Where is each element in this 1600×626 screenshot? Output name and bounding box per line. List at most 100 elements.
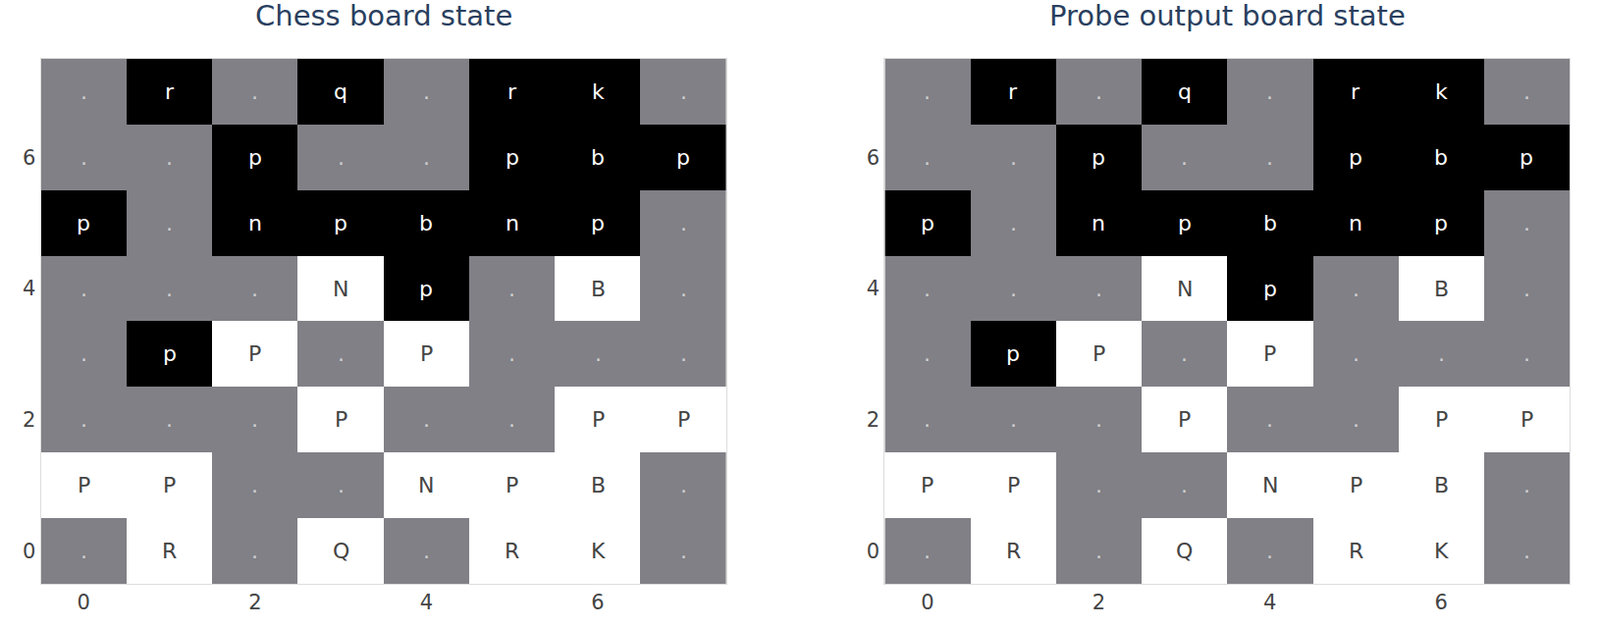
svg-text:.: .	[80, 145, 88, 170]
svg-text:6: 6	[866, 146, 880, 170]
svg-text:P: P	[334, 407, 348, 432]
svg-text:r: r	[1008, 79, 1018, 105]
svg-text:b: b	[590, 145, 605, 170]
svg-text:K: K	[1434, 538, 1449, 564]
svg-text:.: .	[423, 145, 430, 170]
svg-text:.: .	[165, 145, 173, 170]
svg-text:.: .	[423, 407, 430, 432]
svg-text:.: .	[80, 407, 88, 432]
svg-text:P: P	[420, 341, 433, 367]
svg-text:.: .	[680, 341, 688, 367]
svg-text:r: r	[1350, 79, 1361, 105]
svg-text:.: .	[1095, 538, 1103, 564]
svg-text:b: b	[1434, 145, 1448, 170]
svg-text:Probe output board state: Probe output board state	[1049, 0, 1406, 33]
svg-text:.: .	[1180, 473, 1188, 498]
svg-text:.: .	[80, 79, 88, 105]
svg-text:p: p	[1434, 211, 1448, 236]
svg-text:p: p	[419, 276, 433, 302]
svg-text:N: N	[1176, 276, 1193, 302]
svg-text:.: .	[923, 341, 931, 367]
svg-text:q: q	[333, 79, 348, 105]
svg-text:P: P	[591, 407, 605, 432]
svg-text:.: .	[1266, 407, 1274, 432]
svg-text:B: B	[1434, 473, 1449, 498]
svg-text:.: .	[923, 145, 931, 170]
svg-text:0: 0	[77, 590, 91, 615]
svg-text:P: P	[1435, 407, 1448, 432]
svg-text:.: .	[337, 473, 345, 498]
svg-text:.: .	[1095, 407, 1103, 432]
svg-text:P: P	[1349, 473, 1363, 498]
svg-text:.: .	[165, 276, 173, 302]
svg-text:n: n	[248, 211, 263, 236]
svg-text:4: 4	[22, 276, 36, 301]
svg-text:P: P	[677, 407, 691, 432]
svg-text:p: p	[590, 211, 605, 236]
svg-text:.: .	[1266, 79, 1274, 105]
svg-text:.: .	[337, 341, 345, 367]
svg-text:6: 6	[1435, 590, 1448, 615]
svg-text:P: P	[1177, 407, 1191, 432]
svg-text:P: P	[1263, 341, 1277, 367]
svg-text:4: 4	[866, 276, 880, 301]
svg-text:P: P	[1520, 407, 1534, 432]
svg-text:P: P	[920, 473, 934, 498]
svg-text:Q: Q	[332, 538, 350, 564]
svg-text:n: n	[1348, 211, 1363, 236]
svg-text:6: 6	[22, 146, 36, 170]
svg-text:.: .	[1352, 276, 1360, 302]
svg-text:.: .	[1523, 79, 1531, 105]
svg-text:2: 2	[1092, 590, 1106, 615]
svg-text:.: .	[508, 407, 516, 432]
svg-text:.: .	[1095, 79, 1103, 105]
svg-text:N: N	[1262, 473, 1279, 498]
svg-text:.: .	[1010, 407, 1017, 432]
svg-text:.: .	[1523, 538, 1531, 564]
svg-text:R: R	[161, 538, 177, 564]
svg-text:.: .	[1523, 276, 1531, 302]
svg-text:R: R	[1348, 538, 1364, 564]
svg-text:.: .	[1095, 473, 1103, 498]
svg-text:P: P	[162, 473, 176, 498]
svg-text:.: .	[594, 341, 602, 367]
svg-text:.: .	[1523, 473, 1531, 498]
svg-text:.: .	[1266, 538, 1274, 564]
svg-text:P: P	[248, 341, 262, 367]
svg-text:B: B	[1434, 276, 1449, 302]
svg-text:.: .	[423, 538, 430, 564]
svg-text:2: 2	[22, 408, 36, 432]
svg-text:4: 4	[420, 590, 433, 615]
svg-text:.: .	[680, 79, 688, 105]
svg-text:.: .	[923, 407, 931, 432]
svg-text:k: k	[1435, 79, 1448, 105]
svg-text:.: .	[1010, 276, 1017, 302]
svg-text:k: k	[591, 79, 605, 105]
svg-text:2: 2	[866, 408, 880, 432]
svg-text:.: .	[80, 276, 88, 302]
svg-text:Chess board state: Chess board state	[255, 0, 513, 33]
svg-text:.: .	[251, 276, 259, 302]
svg-text:2: 2	[248, 590, 262, 615]
svg-text:R: R	[504, 538, 520, 564]
svg-text:R: R	[1006, 538, 1021, 564]
svg-text:r: r	[164, 79, 175, 105]
svg-text:0: 0	[866, 539, 880, 564]
svg-text:p: p	[1348, 145, 1363, 170]
svg-text:P: P	[505, 473, 519, 498]
svg-text:.: .	[1523, 341, 1531, 367]
svg-text:.: .	[923, 276, 931, 302]
svg-text:.: .	[508, 341, 516, 367]
svg-text:.: .	[1180, 145, 1188, 170]
svg-text:.: .	[1352, 341, 1360, 367]
svg-text:q: q	[1177, 79, 1192, 105]
svg-text:B: B	[590, 276, 606, 302]
svg-text:p: p	[248, 145, 263, 170]
svg-text:.: .	[251, 79, 259, 105]
svg-text:p: p	[505, 145, 520, 170]
svg-text:.: .	[423, 79, 430, 105]
svg-text:b: b	[419, 211, 433, 236]
svg-text:.: .	[251, 473, 259, 498]
svg-text:p: p	[1519, 145, 1534, 170]
svg-text:p: p	[1263, 276, 1278, 302]
